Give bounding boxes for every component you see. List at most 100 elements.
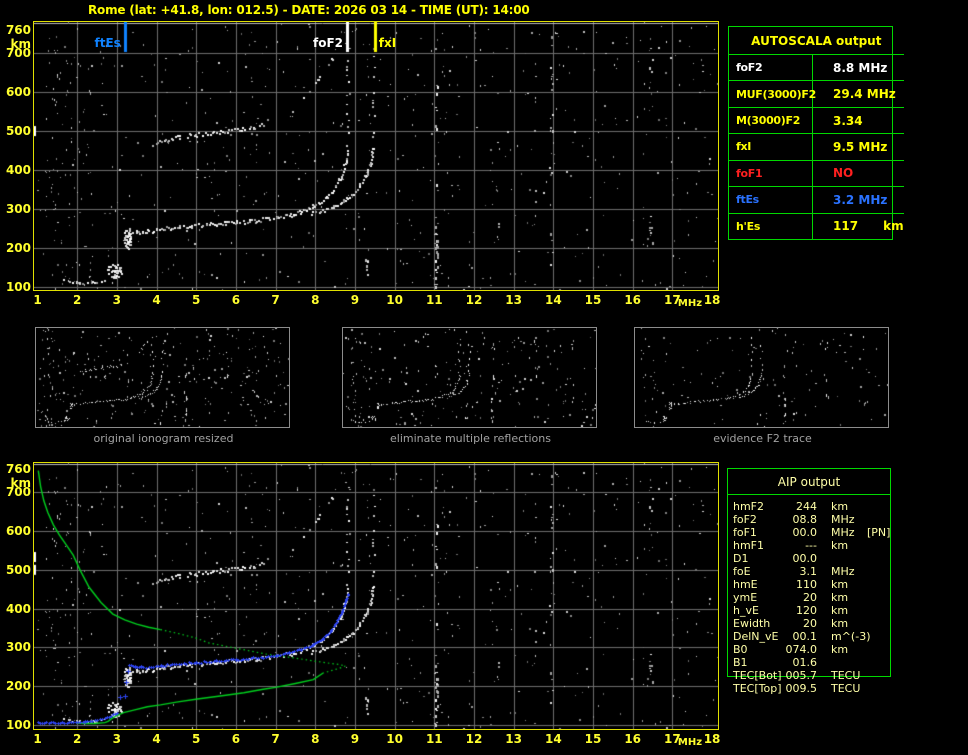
thumbnail-original-ionogram <box>35 327 290 428</box>
y-tick-label: 700 <box>5 485 31 500</box>
aip-cell: hmF1 <box>733 539 765 552</box>
aip-row: Ewidth 20 km <box>733 617 891 630</box>
aip-cell: foF2 <box>733 513 757 526</box>
aip-row: ymE 20 km <box>733 591 891 604</box>
aip-cell: 110 <box>796 578 817 591</box>
x-tick-label: 10 <box>386 293 403 307</box>
x-tick-label: 6 <box>231 293 241 307</box>
aip-table-header: AIP output <box>728 469 890 495</box>
aip-row: TEC[Top] 009.5 TECU <box>733 682 891 695</box>
aip-cell: 005.7 <box>785 669 818 682</box>
autoscala-row-label: foF1 <box>729 159 813 187</box>
aip-table-rows: hmF2 244 km foF2 08.8 MHz foF1 00.0 MHz [PN] hmF1 -… <box>733 500 891 695</box>
aip-row: foF2 08.8 MHz <box>733 513 891 526</box>
aip-cell: TECU <box>831 669 861 682</box>
thumbnail-original-canvas <box>36 328 289 427</box>
x-tick-label: 6 <box>231 732 241 746</box>
aip-cell <box>817 656 831 669</box>
aip-cell: MHz <box>831 565 855 578</box>
aip-cell: hmF2 <box>733 500 765 513</box>
aip-cell: 3.1 <box>799 565 818 578</box>
y-tick-label: 200 <box>5 240 31 255</box>
aip-cell: 00.0 <box>792 526 818 539</box>
x-tick-label: 14 <box>544 293 562 307</box>
aip-cell: km <box>831 578 849 591</box>
aip-output-table: AIP output <box>727 468 891 677</box>
aip-row: hmF1 --- km <box>733 539 891 552</box>
y-tick-label: 100 <box>5 718 31 732</box>
aip-cell <box>817 565 831 578</box>
aip-cell <box>817 500 831 513</box>
x-axis-unit-mhz: MHz <box>677 298 703 309</box>
y-tick-label: 100 <box>5 279 31 294</box>
aip-cell: 120 <box>796 604 817 617</box>
aip-cell <box>817 539 831 552</box>
aip-cell <box>831 552 867 565</box>
aip-cell: km <box>831 643 849 656</box>
y-tick-label: 400 <box>5 601 31 616</box>
x-tick-label: 1 <box>33 293 42 307</box>
autoscala-row-label: ftEs <box>729 186 813 213</box>
aip-cell: km <box>831 617 849 630</box>
aip-cell: km <box>831 591 849 604</box>
aip-cell: 00.1 <box>792 630 818 643</box>
aip-row: hmF2 244 km <box>733 500 891 513</box>
aip-row: h_vE 120 km <box>733 604 891 617</box>
autoscala-row-value: NO <box>813 159 904 186</box>
x-tick-label: 13 <box>505 293 522 307</box>
autoscala-row-label: M(3000)F2 <box>729 106 813 134</box>
x-tick-label: 8 <box>311 293 320 307</box>
x-tick-label: 3 <box>112 732 122 746</box>
aip-cell: 20 <box>803 591 817 604</box>
x-tick-label: 15 <box>584 293 602 307</box>
y-axis-unit-km: km <box>10 475 31 490</box>
autoscala-row-value: 3.34 <box>813 106 904 133</box>
aip-cell <box>817 682 831 695</box>
aip-cell <box>817 630 831 643</box>
x-tick-label: 15 <box>584 732 602 746</box>
aip-cell: ymE <box>733 591 758 604</box>
x-tick-label: 7 <box>271 732 280 746</box>
aip-cell: km <box>831 500 849 513</box>
autoscala-row-label: foF2 <box>729 54 813 81</box>
x-tick-label: 1 <box>33 732 42 746</box>
aip-cell: D1 <box>733 552 749 565</box>
aip-cell: B1 <box>733 656 748 669</box>
y-tick-label: 600 <box>5 85 31 100</box>
thumbnail-eliminate-canvas <box>343 328 596 427</box>
autoscala-row-label: fxI <box>729 133 813 160</box>
aip-cell <box>817 617 831 630</box>
x-tick-label: 10 <box>386 732 403 746</box>
marker-label-fxI: fxI <box>378 36 397 50</box>
thumbnail-evidence-f2 <box>634 327 889 428</box>
x-tick-label: 16 <box>624 293 642 307</box>
autoscala-output-table: AUTOSCALA output foF2 8.8 MHz MUF(3000)F2 2… <box>728 26 904 240</box>
aip-cell: 00.0 <box>792 552 818 565</box>
aip-cell: B0 <box>733 643 748 656</box>
aip-cell: 20 <box>803 617 817 630</box>
thumbnail-caption-evidence: evidence F2 trace <box>713 432 812 445</box>
aip-cell: [PN] <box>867 526 891 539</box>
aip-cell <box>817 552 831 565</box>
aip-cell: TEC[Top] <box>733 682 782 695</box>
y-axis-unit-km: km <box>10 37 31 52</box>
aip-cell: km <box>831 604 849 617</box>
y-tick-label: 760 <box>5 23 31 38</box>
autoscala-row-label: h'Es <box>729 212 813 239</box>
thumbnail-caption-original: original ionogram resized <box>93 432 234 445</box>
autoscala-row-value: 3.2 MHz <box>813 186 904 212</box>
x-tick-label: 11 <box>425 732 443 746</box>
aip-cell: Ewidth <box>733 617 771 630</box>
x-tick-label: 12 <box>465 293 483 307</box>
x-tick-label: 18 <box>703 732 721 746</box>
aip-cell: 009.5 <box>785 682 818 695</box>
x-tick-label: 4 <box>152 293 161 307</box>
x-axis-unit-mhz: MHz <box>677 737 703 748</box>
x-tick-label: 2 <box>72 732 82 746</box>
aip-cell <box>817 643 831 656</box>
aip-cell: --- <box>805 539 817 552</box>
aip-cell: m^(-3) <box>831 630 871 643</box>
bottom-ionogram-plot <box>33 462 719 730</box>
aip-cell: DelN_vE <box>733 630 779 643</box>
y-tick-label: 500 <box>5 562 31 577</box>
